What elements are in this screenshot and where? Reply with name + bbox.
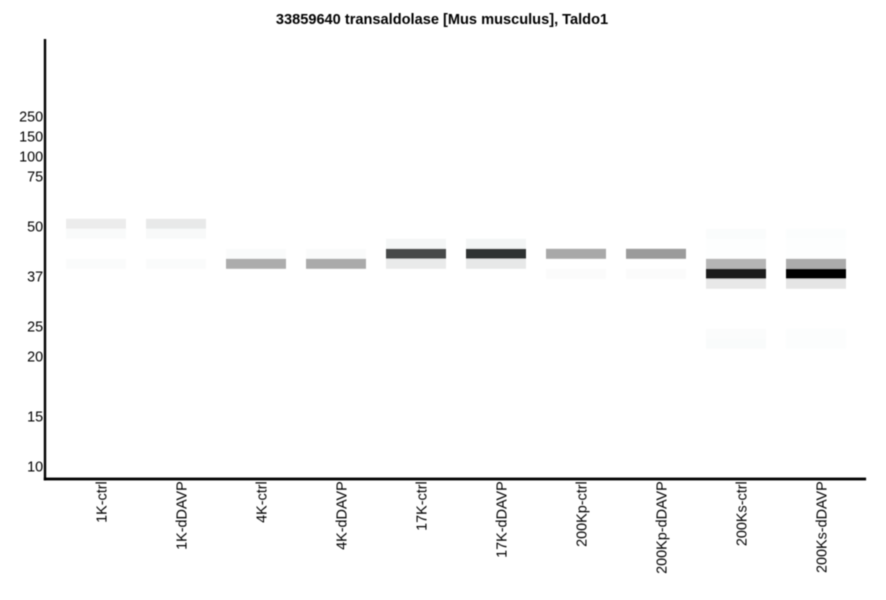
svg-text:4K-ctrl: 4K-ctrl <box>255 481 271 523</box>
svg-text:10: 10 <box>27 460 43 476</box>
svg-text:1K-ctrl: 1K-ctrl <box>95 481 111 523</box>
svg-text:200Kp-ctrl: 200Kp-ctrl <box>575 481 591 547</box>
svg-text:200Kp-dDAVP: 200Kp-dDAVP <box>655 481 671 574</box>
svg-text:15: 15 <box>27 410 43 426</box>
svg-text:20: 20 <box>27 350 43 366</box>
svg-text:33859640 transaldolase [Mus mu: 33859640 transaldolase [Mus musculus], T… <box>276 12 608 28</box>
svg-text:100: 100 <box>19 150 43 166</box>
svg-text:75: 75 <box>27 170 43 186</box>
svg-text:1K-dDAVP: 1K-dDAVP <box>175 481 191 550</box>
svg-text:4K-dDAVP: 4K-dDAVP <box>335 481 351 550</box>
svg-text:200Ks-ctrl: 200Ks-ctrl <box>735 481 751 546</box>
svg-text:17K-ctrl: 17K-ctrl <box>415 481 431 531</box>
svg-text:25: 25 <box>27 320 43 336</box>
svg-text:17K-dDAVP: 17K-dDAVP <box>495 481 511 558</box>
svg-text:250: 250 <box>19 110 43 126</box>
svg-text:37: 37 <box>27 270 43 286</box>
svg-text:200Ks-dDAVP: 200Ks-dDAVP <box>815 481 831 573</box>
svg-text:50: 50 <box>27 220 43 236</box>
svg-text:150: 150 <box>19 130 43 146</box>
